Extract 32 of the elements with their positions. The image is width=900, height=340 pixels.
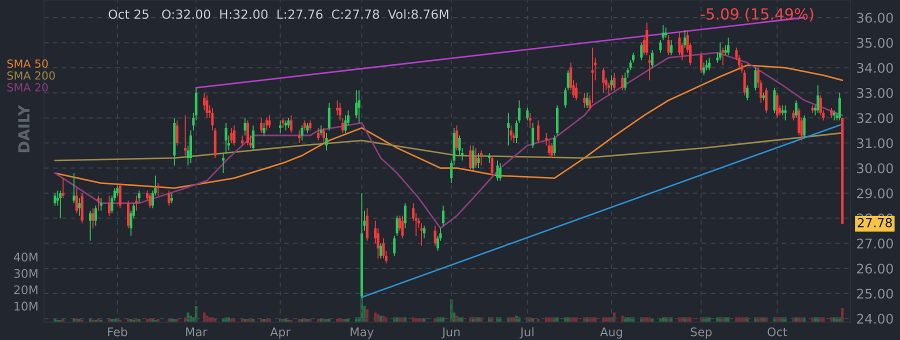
y-tick-label: 35.00 bbox=[857, 38, 893, 48]
y-tick-label: 24.00 bbox=[857, 314, 893, 324]
text: DAILY bbox=[18, 104, 30, 152]
y-tick-label: 32.00 bbox=[857, 113, 893, 124]
text: SMA 20 bbox=[7, 83, 48, 92]
x-tick-label: Jul bbox=[520, 327, 534, 339]
y-tick-label: 25.00 bbox=[857, 288, 893, 299]
y2-tick-label: 40M bbox=[14, 252, 38, 262]
x-tick-label: May bbox=[350, 328, 374, 339]
text: SMA 200 bbox=[7, 71, 55, 80]
y-tick-label: 29.00 bbox=[857, 188, 893, 198]
y2-tick-label: 10M bbox=[14, 302, 38, 311]
x-tick-label: Oct bbox=[768, 327, 788, 336]
y-tick-label: 27.00 bbox=[857, 238, 893, 249]
text: SMA 50 bbox=[7, 59, 48, 68]
x-tick-label: Aug bbox=[600, 328, 622, 339]
y-tick-label: 36.00 bbox=[857, 12, 893, 23]
y2-tick-label: 30M bbox=[14, 268, 38, 278]
x-tick-label: Mar bbox=[186, 328, 208, 336]
x-tick-label: Apr bbox=[270, 328, 291, 339]
x-tick-label: Feb bbox=[108, 327, 128, 336]
annotation: -5.09 (15.49%) bbox=[700, 8, 814, 22]
x-tick-label: Jun bbox=[442, 328, 460, 339]
y-tick-label: 31.00 bbox=[857, 138, 893, 148]
y-tick-label: 30.00 bbox=[857, 163, 893, 174]
y-tick-label: 33.00 bbox=[857, 88, 893, 98]
annotation: 27.78 bbox=[858, 218, 892, 228]
y-tick-label: 34.00 bbox=[857, 62, 893, 73]
x-tick-label: Sep bbox=[690, 327, 712, 339]
y-tick-label: 26.00 bbox=[857, 264, 893, 274]
y2-tick-label: 20M bbox=[14, 285, 38, 294]
annotation: Oct 25 O:32.00 H:32.00 L:27.76 C:27.78 Vol:8.76M bbox=[108, 9, 448, 19]
